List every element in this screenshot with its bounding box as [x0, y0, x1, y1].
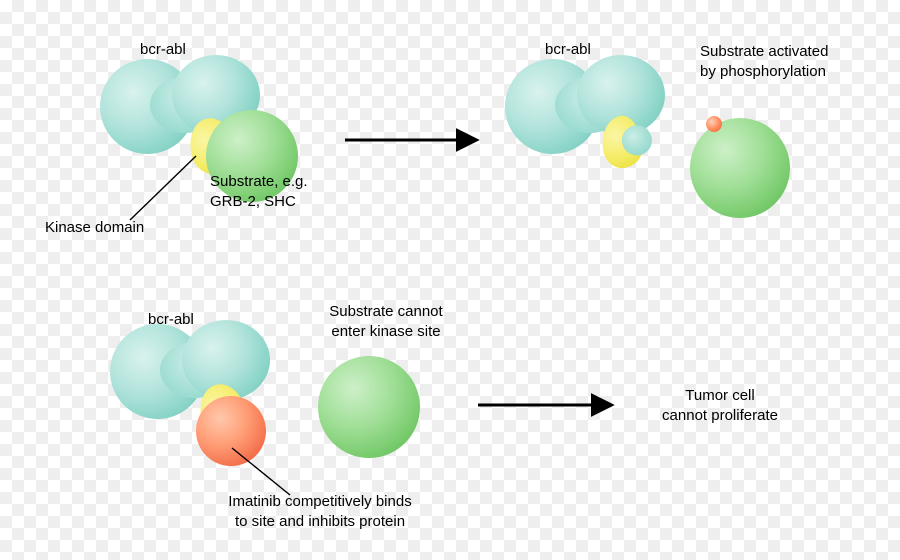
phosphoryl-group	[706, 116, 722, 132]
label-bcrabl-bottom: bcr-abl	[148, 310, 194, 330]
label-blocked: Substrate cannot enter kinase site	[296, 302, 476, 343]
imatinib-sphere	[196, 396, 266, 466]
substrate-blocked	[318, 356, 420, 458]
label-activated: Substrate activated by phosphorylation	[700, 42, 828, 83]
label-kinase-domain: Kinase domain	[45, 218, 144, 238]
diagram-stage: bcr-abl Substrate, e.g. GRB-2, SHC bcr-a…	[0, 0, 900, 560]
label-outcome: Tumor cell cannot proliferate	[630, 386, 810, 427]
label-bcrabl-top-left: bcr-abl	[140, 40, 186, 60]
label-bcrabl-top-right: bcr-abl	[545, 40, 591, 60]
label-imatinib: Imatinib competitively binds to site and…	[180, 492, 460, 533]
callout-kinase	[130, 156, 196, 220]
label-substrate-eg: Substrate, e.g. GRB-2, SHC	[210, 172, 308, 213]
substrate-activated	[690, 118, 790, 218]
